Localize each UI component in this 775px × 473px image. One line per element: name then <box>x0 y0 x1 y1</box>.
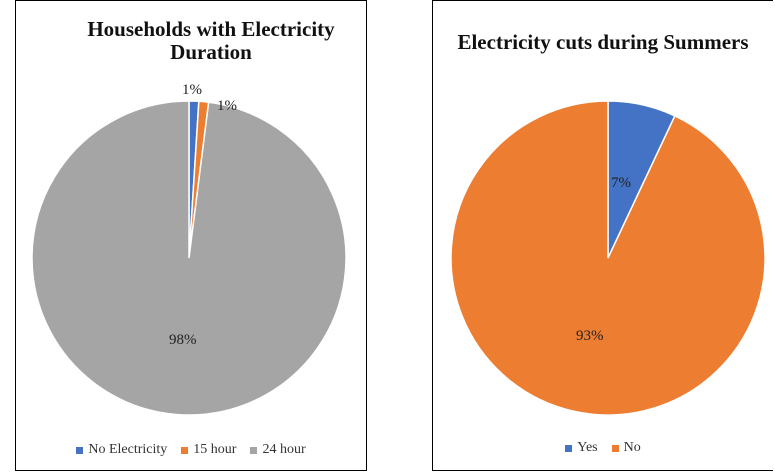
pie-chart-electricity-duration: 1% 1% 98% <box>31 82 347 416</box>
legend-item-15-hour: 15 hour <box>181 442 236 458</box>
legend-swatch <box>250 446 258 454</box>
legend-item-no-electricity: No Electricity <box>76 442 167 458</box>
legend-label: No <box>623 440 641 455</box>
chart-panel-electricity-cuts: Electricity cuts during Summers 7% 93% Ye… <box>432 0 773 471</box>
legend-swatch <box>611 444 619 452</box>
legend-swatch <box>565 444 573 452</box>
chart-panel-electricity-duration: Households with Electricity Duration 1% 1… <box>15 0 367 471</box>
legend-label: 15 hour <box>193 442 237 457</box>
chart-title: Households with Electricity Duration <box>87 17 335 64</box>
data-label-24-hour: 98% <box>169 332 197 348</box>
legend-label: No Electricity <box>88 442 168 457</box>
legend-label: Yes <box>577 440 598 455</box>
pie-slice-no <box>450 100 766 416</box>
pie-chart-electricity-cuts: 7% 93% <box>450 100 766 416</box>
data-label-no-electricity: 1% <box>182 82 202 98</box>
pie-slice-24-hour <box>31 100 347 416</box>
legend-item-24-hour: 24 hour <box>250 442 306 458</box>
chart-title: Electricity cuts during Summers <box>457 30 749 54</box>
chart-legend: Yes No <box>433 440 773 456</box>
legend-label: 24 hour <box>262 442 306 457</box>
legend-swatch <box>181 446 189 454</box>
data-label-no: 93% <box>576 328 604 344</box>
legend-item-yes: Yes <box>565 440 598 456</box>
legend-item-no: No <box>611 440 641 456</box>
data-label-15-hour: 1% <box>217 98 237 114</box>
data-label-yes: 7% <box>611 175 631 191</box>
legend-swatch <box>76 446 84 454</box>
chart-legend: No Electricity 15 hour 24 hour <box>16 442 366 458</box>
